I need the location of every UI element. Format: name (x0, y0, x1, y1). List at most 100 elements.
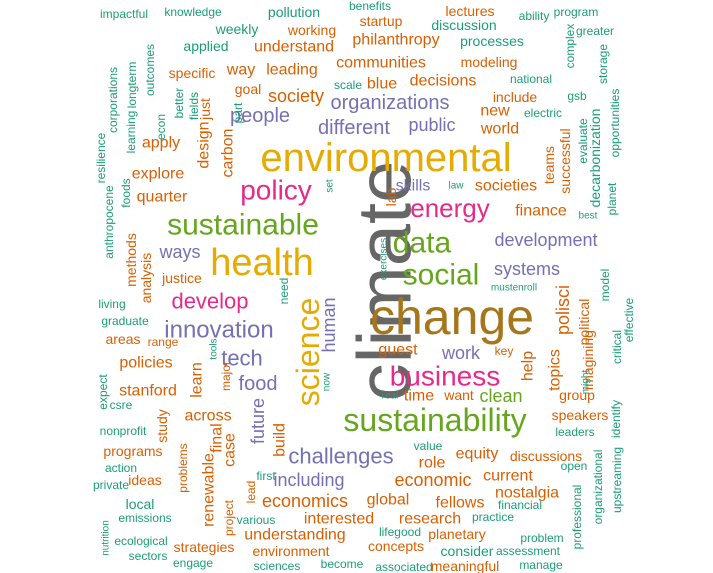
cloud-word: current (483, 468, 533, 485)
cloud-word: build (272, 423, 289, 457)
cloud-word: energy (410, 193, 490, 223)
cloud-word: climate (343, 161, 428, 402)
cloud-word: methods (123, 233, 139, 287)
cloud-word: understanding (244, 527, 345, 544)
cloud-word: political (576, 299, 592, 346)
cloud-word: help (520, 351, 537, 381)
cloud-word: model (598, 269, 612, 302)
cloud-word: emissions (118, 511, 171, 525)
cloud-word: ability (519, 9, 550, 23)
cloud-word: data (393, 227, 452, 260)
cloud-word: including (273, 470, 344, 490)
cloud-word: stanford (119, 383, 177, 400)
cloud-word: understand (254, 39, 334, 56)
cloud-word: new (480, 103, 510, 120)
cloud-word: specific (169, 65, 216, 81)
cloud-word: storage (596, 44, 610, 84)
cloud-word: policy (240, 175, 312, 206)
cloud-word: economic (394, 470, 471, 490)
cloud-word: apply (142, 135, 180, 152)
cloud-word: development (494, 230, 597, 250)
cloud-word: econ (154, 114, 168, 140)
cloud-word: associated (375, 560, 432, 573)
cloud-word: work (441, 343, 481, 363)
cloud-word: across (184, 408, 231, 425)
cloud-word: need (277, 278, 291, 305)
cloud-word: professional (570, 485, 584, 550)
cloud-word: nostalgia (495, 485, 559, 502)
cloud-word: time (404, 388, 434, 405)
cloud-word: lectures (445, 3, 494, 19)
cloud-word: develop (171, 289, 248, 314)
cloud-word: upstreaming (610, 447, 624, 513)
cloud-word: consider (441, 543, 494, 559)
cloud-word: law (448, 181, 464, 192)
cloud-word: lifegood (379, 525, 421, 539)
cloud-word: science (290, 298, 326, 407)
cloud-word: programs (103, 443, 162, 459)
cloud-word: role (419, 455, 446, 472)
cloud-word: part (231, 102, 245, 123)
cloud-word: learning (124, 111, 138, 154)
cloud-word: organizations (331, 92, 450, 114)
cloud-word: first (256, 469, 276, 483)
cloud-word: philanthropy (352, 32, 439, 49)
cloud-word: program (554, 5, 599, 19)
cloud-word: longterm (125, 62, 139, 109)
cloud-word: environmental (260, 136, 511, 180)
cloud-word: communities (336, 55, 426, 72)
cloud-word: now (322, 372, 333, 391)
cloud-word: goal (235, 81, 261, 97)
cloud-word: renewable (201, 453, 218, 527)
cloud-word: change (370, 289, 534, 345)
cloud-word: business (390, 361, 501, 392)
cloud-word: skills (396, 178, 431, 195)
cloud-word: want (443, 387, 474, 403)
cloud-word: outcomes (143, 44, 157, 96)
cloud-word: national (510, 72, 552, 86)
cloud-word: working (287, 22, 336, 38)
cloud-word: case (222, 433, 239, 467)
cloud-word: nonprofit (100, 424, 147, 438)
cloud-word: weekly (215, 21, 259, 37)
cloud-word: strategies (174, 539, 235, 555)
cloud-word: best (579, 211, 598, 222)
cloud-word: economics (262, 491, 348, 511)
cloud-word: policies (119, 355, 172, 372)
cloud-word: decisions (410, 73, 477, 90)
cloud-word: startup (360, 13, 403, 29)
cloud-word: carbon (220, 129, 237, 178)
cloud-word: electric (524, 106, 562, 120)
cloud-word: set (325, 179, 336, 193)
cloud-word: applied (183, 38, 228, 54)
cloud-word: csre (110, 398, 133, 412)
cloud-word: identify (609, 400, 623, 438)
cloud-word: sciences (254, 559, 301, 573)
cloud-word: manage (519, 558, 563, 572)
cloud-word: learn (189, 362, 206, 398)
cloud-word: modeling (461, 54, 518, 70)
cloud-word: analysis (138, 253, 154, 304)
cloud-word: different (318, 117, 390, 139)
cloud-word: mustenroll (491, 283, 537, 294)
cloud-word: systems (494, 259, 560, 279)
cloud-word: study (154, 409, 170, 442)
cloud-word: organizational (591, 450, 605, 525)
cloud-word: engage (173, 556, 213, 570)
cloud-word: problem (520, 531, 563, 545)
cloud-word: way (226, 62, 255, 79)
cloud-word: gsb (567, 89, 587, 103)
cloud-word: explore (132, 166, 185, 183)
cloud-word: practice (472, 510, 514, 524)
cloud-word: food (239, 373, 278, 395)
cloud-word: discussion (431, 17, 496, 33)
cloud-word: foods (119, 178, 133, 207)
cloud-word: open (561, 459, 588, 473)
cloud-word: various (237, 513, 276, 527)
cloud-word: ecological (114, 534, 167, 548)
cloud-word: planetary (428, 526, 486, 542)
cloud-word: equity (456, 446, 499, 463)
cloud-word: people (230, 105, 290, 127)
cloud-word: ideas (128, 472, 161, 488)
